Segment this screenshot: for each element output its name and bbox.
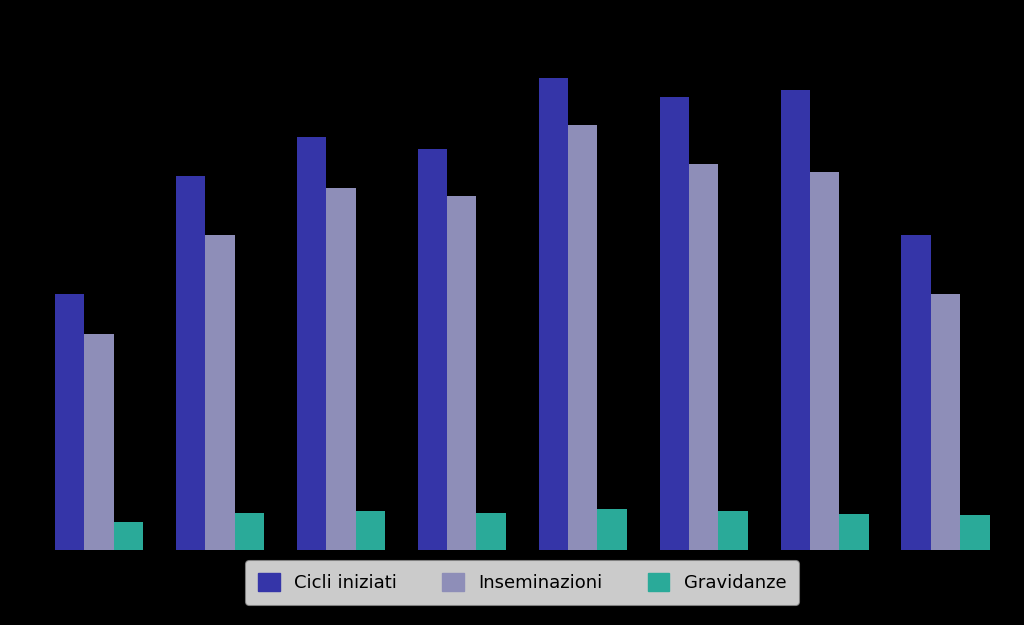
Bar <box>780 89 810 550</box>
Bar <box>901 235 931 550</box>
Bar <box>568 125 597 550</box>
Bar <box>114 522 143 550</box>
Bar <box>840 514 869 550</box>
Bar <box>476 512 506 550</box>
Bar <box>931 294 961 550</box>
Bar <box>719 511 748 550</box>
Bar <box>234 512 264 550</box>
Bar <box>355 511 385 550</box>
Bar <box>54 294 84 550</box>
Bar <box>205 235 234 550</box>
Bar <box>326 188 355 550</box>
Bar <box>597 509 627 550</box>
Bar <box>418 149 447 550</box>
Bar <box>689 164 719 550</box>
Bar <box>659 98 689 550</box>
Bar <box>961 516 990 550</box>
Legend: Cicli iniziati, Inseminazioni, Gravidanze: Cicli iniziati, Inseminazioni, Gravidanz… <box>246 560 799 605</box>
Bar <box>175 176 205 550</box>
Bar <box>539 78 568 550</box>
Bar <box>84 334 114 550</box>
Bar <box>297 137 326 550</box>
Bar <box>447 196 476 550</box>
Bar <box>810 173 840 550</box>
